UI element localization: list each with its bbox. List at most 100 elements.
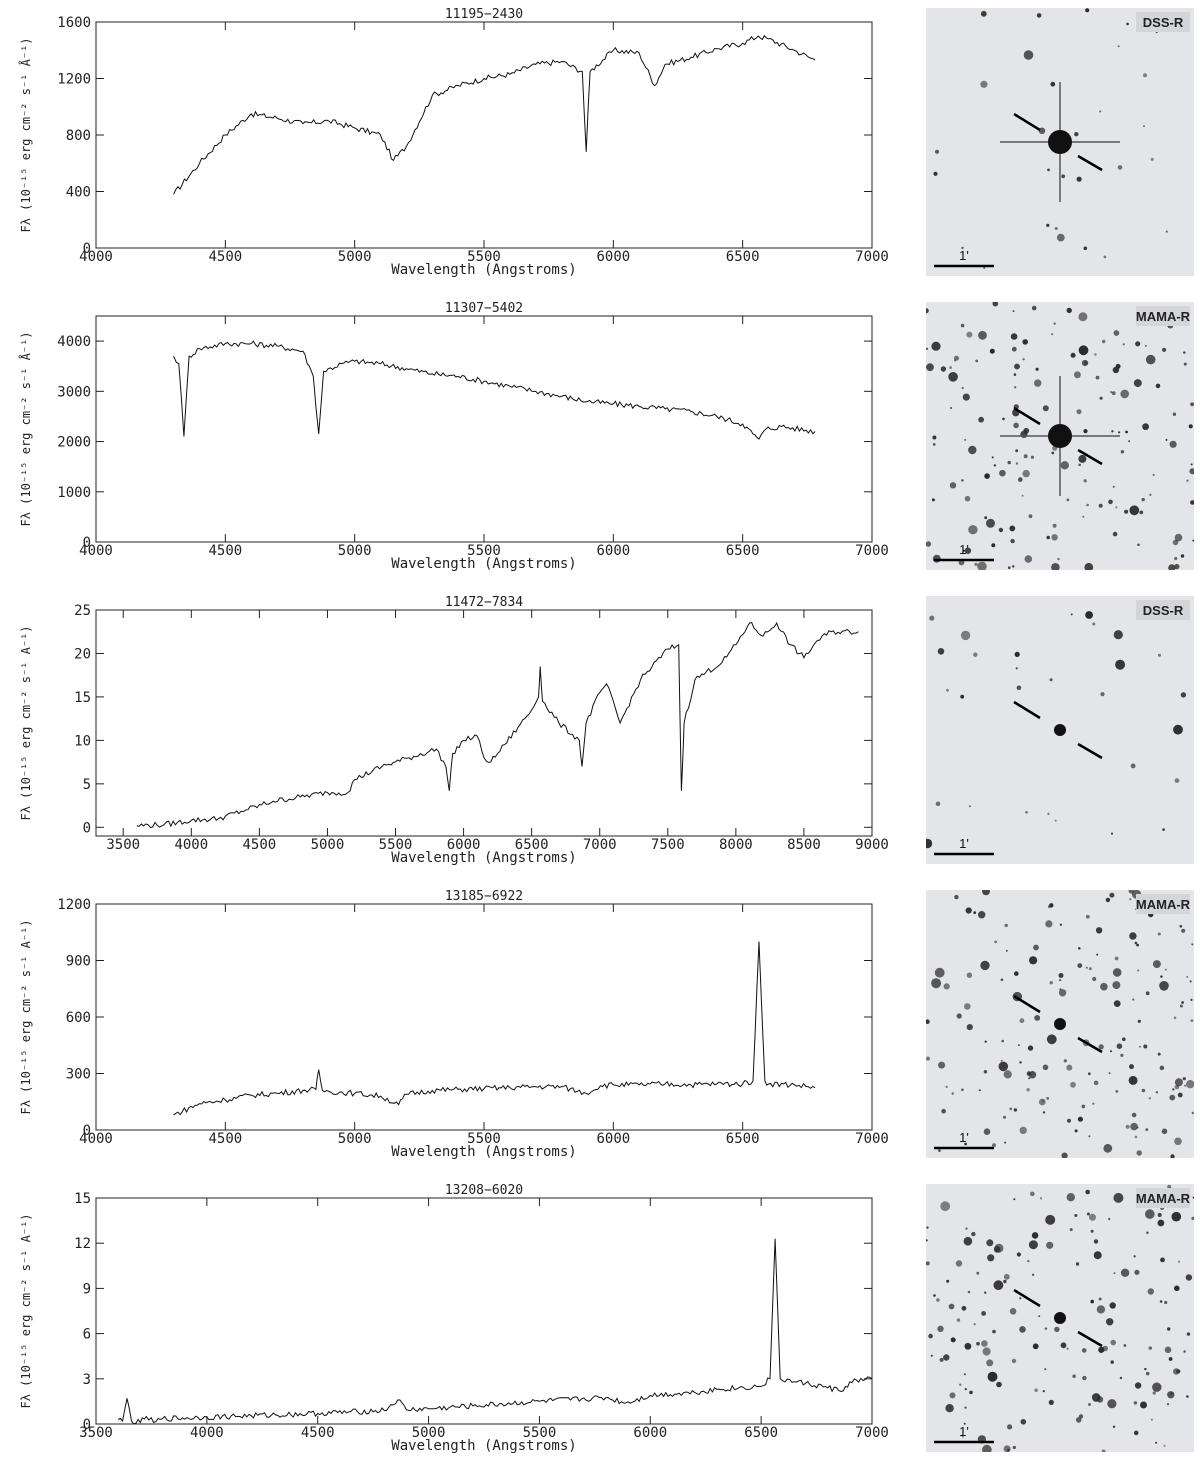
chart-title: 11472−7834 xyxy=(445,595,523,610)
field-star xyxy=(1157,932,1161,936)
target-star xyxy=(1054,724,1066,736)
field-star xyxy=(1049,903,1054,908)
field-star xyxy=(926,1226,929,1229)
field-star xyxy=(1134,1382,1142,1389)
chart-title: 13185−6922 xyxy=(445,889,523,904)
x-tick-label: 7000 xyxy=(855,1425,889,1441)
y-tick-label: 1000 xyxy=(57,485,91,501)
field-star xyxy=(956,1318,961,1322)
field-star xyxy=(961,1088,964,1092)
x-tick-label: 4500 xyxy=(208,543,242,559)
field-star xyxy=(1146,1231,1149,1234)
field-star xyxy=(1098,503,1103,508)
field-star xyxy=(973,911,977,914)
x-tick-label: 8000 xyxy=(719,837,753,853)
field-star xyxy=(1066,1347,1069,1350)
field-star xyxy=(1034,379,1042,387)
field-star xyxy=(1169,1094,1176,1101)
field-star xyxy=(1074,1214,1078,1217)
field-star xyxy=(1047,168,1050,172)
field-star xyxy=(1172,412,1177,416)
field-star xyxy=(969,1390,973,1395)
field-star xyxy=(1022,469,1030,478)
field-star xyxy=(986,1359,994,1367)
x-axis-label: Wavelength (Angstroms) xyxy=(391,262,576,278)
field-star xyxy=(1004,1141,1007,1144)
field-star xyxy=(1160,975,1163,978)
y-tick-label: 600 xyxy=(66,1010,91,1026)
y-tick-label: 400 xyxy=(66,185,91,201)
field-star xyxy=(1075,1262,1080,1266)
field-star xyxy=(948,1303,955,1310)
y-tick-label: 1200 xyxy=(57,72,91,88)
field-star xyxy=(1186,1395,1189,1398)
field-star xyxy=(1085,914,1090,919)
series-line xyxy=(117,1238,873,1425)
field-star xyxy=(1148,1346,1152,1350)
field-star xyxy=(1087,1072,1091,1076)
field-star xyxy=(1166,1403,1170,1406)
field-star xyxy=(1103,1143,1113,1153)
y-tick-label: 0 xyxy=(83,241,91,257)
field-star xyxy=(1082,1375,1087,1381)
field-star xyxy=(1191,943,1194,946)
field-star xyxy=(1007,460,1011,465)
field-star xyxy=(1137,1019,1141,1023)
field-star xyxy=(1120,389,1129,399)
field-star xyxy=(1066,307,1072,314)
survey-label-bg xyxy=(1136,306,1190,326)
finder-chart-5: MAMA-R 1' xyxy=(926,1184,1194,1452)
field-star xyxy=(1019,1018,1025,1024)
target-star xyxy=(1048,424,1072,448)
field-star xyxy=(1124,509,1129,514)
field-star xyxy=(1049,678,1053,682)
field-star xyxy=(1070,352,1076,358)
field-star xyxy=(1106,1318,1114,1326)
field-star xyxy=(1180,692,1187,698)
field-star xyxy=(1158,653,1161,657)
x-axis-label: Wavelength (Angstroms) xyxy=(391,556,576,572)
field-star xyxy=(1186,975,1189,978)
field-star xyxy=(1145,1209,1155,1219)
field-star xyxy=(1078,345,1089,356)
field-star xyxy=(926,1056,930,1061)
finder-image-4: MAMA-R 1' xyxy=(926,890,1194,1158)
field-star xyxy=(1015,449,1019,453)
field-star xyxy=(1141,497,1145,502)
field-star xyxy=(1177,1092,1183,1098)
field-star xyxy=(954,894,959,900)
field-star xyxy=(1112,1425,1116,1428)
field-star xyxy=(1085,1189,1090,1195)
target-marker xyxy=(1077,448,1103,466)
field-star xyxy=(1137,969,1140,972)
field-star xyxy=(1130,1122,1138,1131)
field-star xyxy=(1038,1315,1041,1318)
field-star xyxy=(1186,479,1189,482)
field-star xyxy=(1108,1217,1111,1221)
field-star xyxy=(950,407,952,409)
field-star xyxy=(1192,539,1194,542)
field-star xyxy=(1083,479,1087,483)
y-tick-label: 1600 xyxy=(57,15,91,31)
field-star xyxy=(986,518,995,528)
field-star xyxy=(973,1323,976,1326)
y-tick-label: 5 xyxy=(83,777,91,793)
field-star xyxy=(1060,461,1069,470)
target-marker xyxy=(1077,1036,1103,1054)
spectrum-svg-4: 13185−6922 4000 4500 5000 5500 6000 6500 7000 0 3… xyxy=(19,889,889,1160)
field-star xyxy=(1099,396,1103,400)
field-star xyxy=(935,801,941,807)
field-star xyxy=(1101,1449,1106,1452)
field-star xyxy=(1061,1152,1068,1158)
field-star xyxy=(1070,1081,1076,1088)
y-tick-label: 0 xyxy=(83,535,91,551)
x-tick-label: 5500 xyxy=(467,1131,501,1147)
field-star xyxy=(1116,1043,1123,1049)
chart-row-4: 13185−6922 4000 4500 5000 5500 6000 6500 7000 0 3… xyxy=(0,886,1200,1162)
field-star xyxy=(1003,1070,1012,1079)
x-tick-label: 6500 xyxy=(726,1131,760,1147)
finder-image-5: MAMA-R 1' xyxy=(926,1184,1194,1452)
field-star xyxy=(973,652,978,657)
x-tick-label: 5500 xyxy=(523,1425,557,1441)
field-star xyxy=(987,1254,995,1262)
